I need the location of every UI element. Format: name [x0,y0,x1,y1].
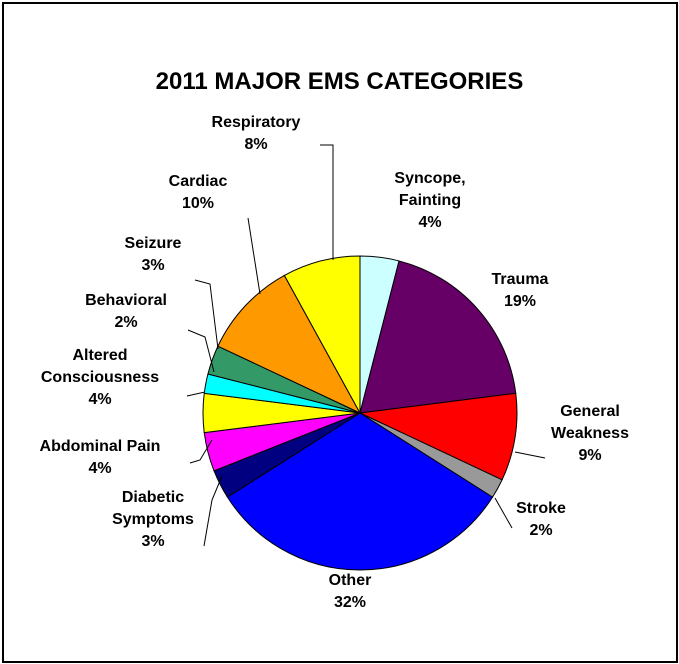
pie-slice [283,255,361,414]
slice-percent: 32% [334,594,366,611]
slice-name: Behavioral [85,292,167,309]
slice-percent: 9% [578,447,601,464]
pie-slice [359,260,517,414]
leader-lines [186,144,546,547]
slice-label: Diabetic Symptoms 3% [112,489,194,550]
slice-name: Weakness [551,425,629,442]
slice-label: Syncope, Fainting 4% [394,170,465,231]
slice-name: Cardiac [169,173,228,190]
leader-line [194,279,219,350]
leader-line [189,439,213,464]
slice-name: Symptoms [112,511,194,528]
slice-percent: 3% [141,257,164,274]
slice-name: General [560,403,620,420]
slice-name: Fainting [399,192,461,209]
slice-name: Respiratory [212,114,301,131]
slice-percent: 2% [114,314,137,331]
slice-label: Stroke 2% [516,500,566,539]
pie-slice [358,392,518,481]
slice-name: Seizure [125,235,182,252]
slice-name: Stroke [516,500,566,517]
leader-line [320,144,334,260]
chart-title: 2011 MAJOR EMS CATEGORIES [155,68,524,95]
slice-name: Altered [72,347,127,364]
slice-name: Consciousness [41,369,159,386]
slice-label: Seizure 3% [125,235,182,274]
slice-label: Other 32% [329,572,372,611]
slice-percent: 4% [88,460,111,477]
slice-percent: 19% [504,293,536,310]
slice-percent: 4% [418,214,441,231]
slice-percent: 4% [88,391,111,408]
slice-label: Respiratory 8% [212,114,301,153]
pie-slice [217,274,362,415]
slice-percent: 10% [182,195,214,212]
leader-line [203,475,223,547]
leader-line [494,497,513,529]
slice-name: Other [329,572,372,589]
leader-line [514,451,546,459]
slice-name: Trauma [492,271,549,288]
slice-name: Diabetic [122,489,184,506]
slice-percent: 8% [244,136,267,153]
slice-name: Abdominal Pain [40,438,161,455]
slice-label: Altered Consciousness 4% [41,347,159,408]
slice-name: Syncope, [394,170,465,187]
slice-label: Cardiac 10% [169,173,228,212]
slice-percent: 2% [529,522,552,539]
leader-line [247,217,261,295]
slice-label: General Weakness 9% [551,403,629,464]
pie-slice [226,412,494,571]
slice-label: Behavioral 2% [85,292,167,331]
leader-line [187,329,215,373]
slice-labels: Syncope, Fainting 4% Trauma 19% General Weakne… [40,114,630,611]
slice-label: Abdominal Pain 4% [40,438,161,477]
slice-percent: 3% [141,533,164,550]
slice-label: Trauma 19% [492,271,549,310]
leader-line [186,391,206,397]
pie-slices [202,255,518,571]
